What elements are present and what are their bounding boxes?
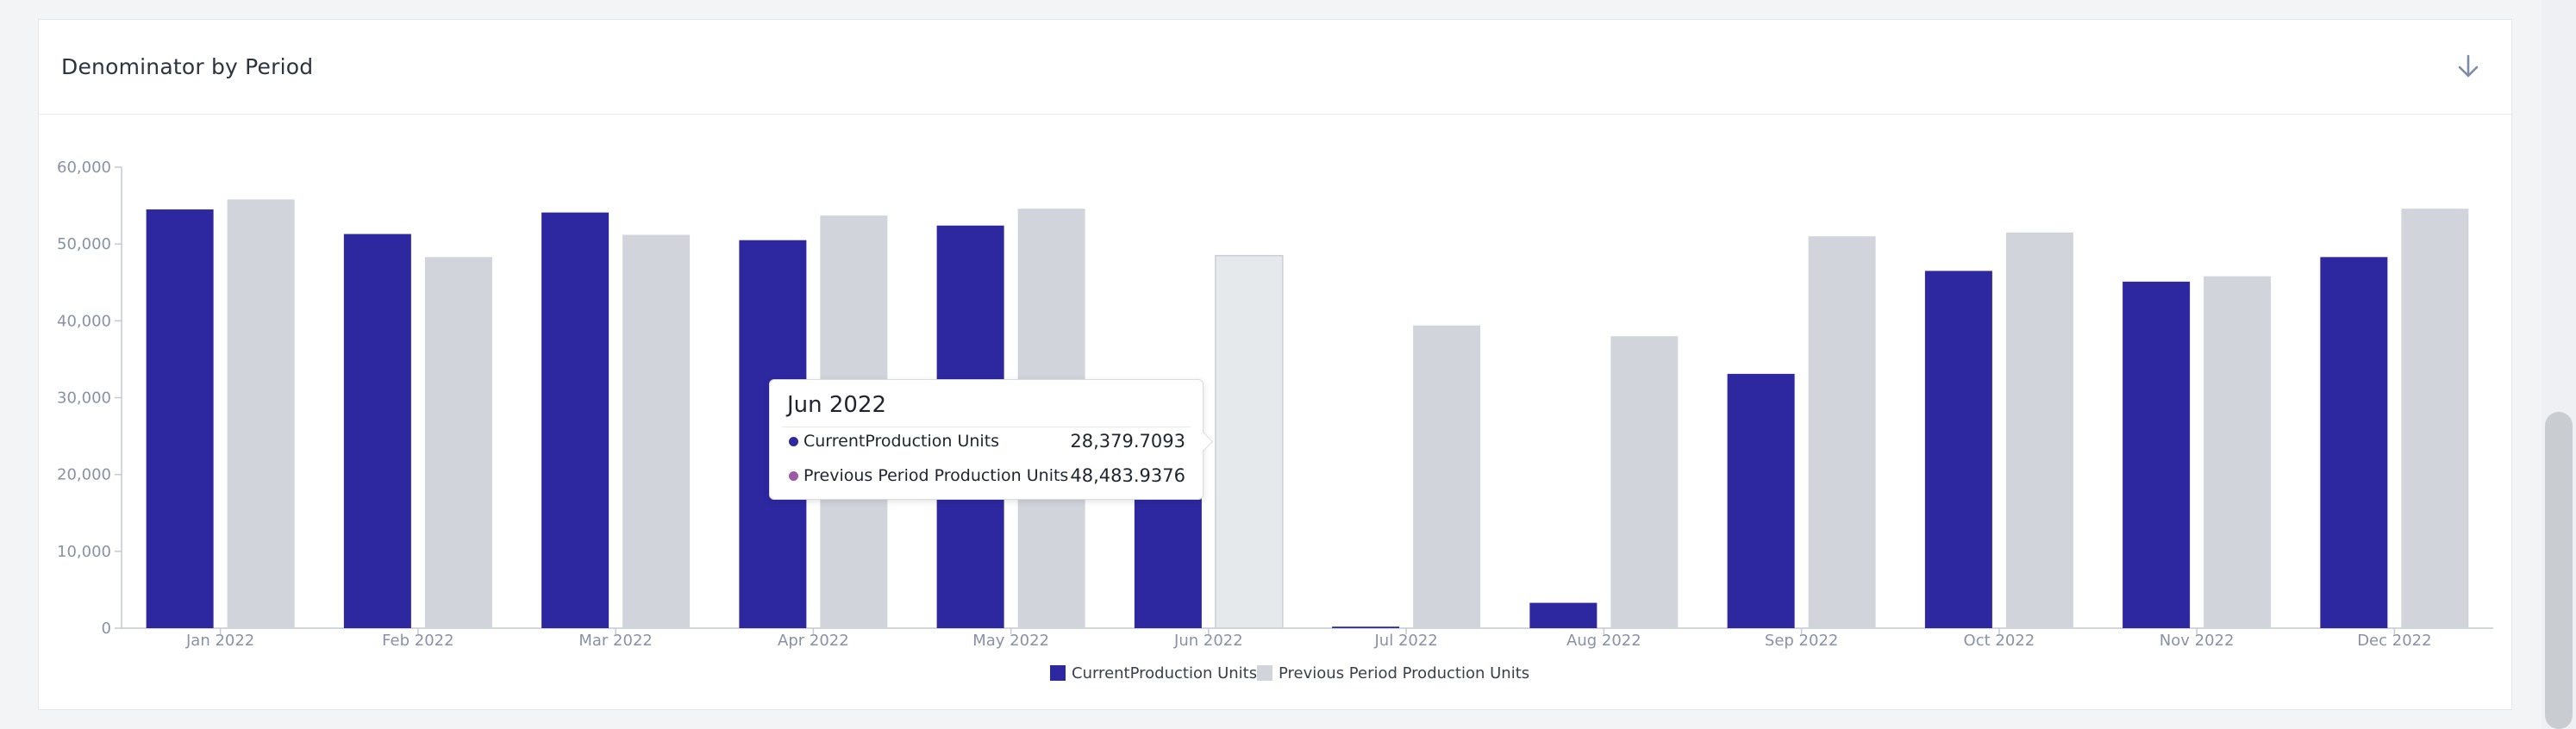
tooltip-row-previous: Previous Period Production Units 48,483.… <box>789 463 1185 489</box>
series-dot-icon <box>789 470 798 481</box>
download-button[interactable] <box>2449 47 2487 85</box>
series-dot-icon <box>789 436 798 446</box>
tooltip-row-label: CurrentProduction Units <box>803 432 1000 451</box>
chart-card: Denominator by Period <box>38 19 2512 710</box>
tooltip-title: Jun 2022 <box>787 392 887 418</box>
arrow-down-icon <box>2458 54 2479 78</box>
tooltip-row-value: 48,483.9376 <box>1070 465 1185 486</box>
chart-tooltip: Jun 2022 CurrentProduction Units 28,379.… <box>769 379 1204 500</box>
card-title: Denominator by Period <box>61 54 314 79</box>
card-header: Denominator by Period <box>39 20 2511 115</box>
tooltip-row-value: 28,379.7093 <box>1070 431 1185 452</box>
scrollbar-thumb[interactable] <box>2545 412 2573 729</box>
tooltip-row-label: Previous Period Production Units <box>803 466 1069 485</box>
tooltip-row-current: CurrentProduction Units 28,379.7093 <box>789 428 1185 454</box>
